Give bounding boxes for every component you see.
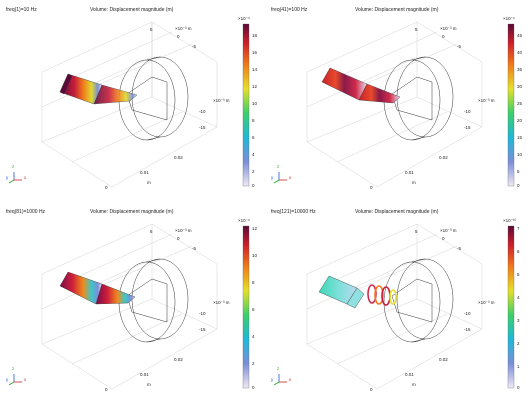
freq-label: freq(1)=10 Hz — [6, 7, 37, 13]
triad-z-label: z — [277, 366, 280, 371]
axis-unit: m — [412, 382, 416, 387]
triad-x-label: x — [24, 377, 27, 382]
plot-title: Volume: Displacement magnitude (m) — [355, 209, 439, 215]
axis-tick: 0 — [442, 34, 445, 39]
axis-right-exponent: ×10⁻³ m — [478, 300, 495, 305]
axis-tick: 0.01 — [405, 170, 414, 175]
housing-outline — [383, 258, 454, 343]
axis-tick: 5 — [150, 229, 153, 234]
axis-tick: 0 — [105, 185, 108, 190]
axis-top-exponent: ×10⁻³ m — [175, 228, 192, 233]
plot-panel-100hz: freq(41)=100 Hz Volume: Displacement mag… — [267, 2, 529, 200]
plot-canvas[interactable] — [2, 204, 264, 402]
triad — [8, 374, 22, 386]
plot-title: Volume: Displacement magnitude (m) — [355, 7, 439, 13]
colorbar-exponent: ×10⁻⁹ — [238, 218, 250, 223]
axis-tick: -10 — [199, 109, 206, 114]
axis-tick: -10 — [464, 311, 471, 316]
axis-unit: m — [147, 180, 151, 185]
axis-tick: 0 — [442, 236, 445, 241]
grid-lines — [41, 21, 218, 188]
axis-tick: 0.01 — [140, 170, 149, 175]
axis-tick: 5 — [415, 229, 418, 234]
axis-tick: -10 — [199, 311, 206, 316]
axis-tick: 5 — [415, 27, 418, 32]
axis-tick: 0 — [177, 34, 180, 39]
colorbar-exponent: ×10⁻⁹ — [503, 16, 515, 21]
plot-canvas[interactable] — [267, 204, 529, 402]
ring-modes — [367, 284, 397, 306]
plot-canvas[interactable] — [2, 2, 264, 200]
plot-title: Volume: Displacement magnitude (m) — [90, 209, 174, 215]
triad-x-label: x — [289, 377, 292, 382]
plot-title: Volume: Displacement magnitude (m) — [90, 7, 174, 13]
beam-solid — [59, 271, 103, 305]
axis-tick: 0.02 — [439, 357, 448, 362]
axis-unit: m — [147, 382, 151, 387]
axis-unit: m — [412, 180, 416, 185]
triad-x-label: x — [24, 175, 27, 180]
axis-right-exponent: ×10⁻³ m — [213, 98, 230, 103]
axis-tick: -5 — [457, 246, 462, 251]
axis-tick: 0 — [370, 185, 373, 190]
triad-z-label: z — [277, 164, 280, 169]
axis-tick: -5 — [457, 44, 462, 49]
plot-canvas[interactable] — [267, 2, 529, 200]
axis-tick: 0 — [177, 236, 180, 241]
triad-y-label: y — [271, 377, 274, 382]
colorbar-gradient — [242, 225, 250, 389]
axis-tick: 0.02 — [174, 155, 183, 160]
axis-tick: 0.02 — [439, 155, 448, 160]
triad — [8, 172, 22, 184]
triad-z-label: z — [12, 366, 15, 371]
axis-tick: 0 — [370, 387, 373, 392]
axis-tick: 0.01 — [405, 372, 414, 377]
axis-tick: -15 — [464, 327, 471, 332]
axis-tick: -15 — [199, 125, 206, 130]
plot-panel-10000hz: freq(121)=10000 Hz Volume: Displacement … — [267, 204, 529, 402]
axis-tick: -5 — [192, 44, 197, 49]
colorbar-gradient — [242, 23, 250, 187]
axis-tick: -5 — [192, 246, 197, 251]
triad-y-label: y — [6, 175, 9, 180]
axis-tick: -15 — [199, 327, 206, 332]
axis-tick: -10 — [464, 109, 471, 114]
axis-top-exponent: ×10⁻³ m — [175, 26, 192, 31]
axis-tick: 5 — [150, 27, 153, 32]
colorbar-exponent: ×10⁻¹⁰ — [503, 218, 517, 223]
plot-panel-10hz: freq(1)=10 Hz Volume: Displacement magni… — [2, 2, 264, 200]
axis-right-exponent: ×10⁻³ m — [478, 98, 495, 103]
plot-panel-1000hz: freq(81)=1000 Hz Volume: Displacement ma… — [2, 204, 264, 402]
triad-x-label: x — [289, 175, 292, 180]
axis-tick: -15 — [464, 125, 471, 130]
triad-y-label: y — [6, 377, 9, 382]
beam-solid — [321, 67, 368, 101]
triad — [273, 374, 287, 386]
axis-right-exponent: ×10⁻³ m — [213, 300, 230, 305]
axis-tick: 0 — [105, 387, 108, 392]
colorbar-gradient — [507, 225, 515, 389]
freq-label: freq(81)=1000 Hz — [6, 209, 46, 215]
colorbar-exponent: ×10⁻⁹ — [238, 16, 250, 21]
triad-y-label: y — [271, 175, 274, 180]
axis-tick: 0.01 — [140, 372, 149, 377]
colorbar-gradient — [507, 23, 515, 187]
triad — [273, 172, 287, 184]
axis-top-exponent: ×10⁻³ m — [440, 26, 457, 31]
axis-top-exponent: ×10⁻³ m — [440, 228, 457, 233]
freq-label: freq(41)=100 Hz — [271, 7, 308, 13]
triad-z-label: z — [12, 164, 15, 169]
axis-tick: 0.02 — [174, 357, 183, 362]
freq-label: freq(121)=10000 Hz — [271, 209, 316, 215]
